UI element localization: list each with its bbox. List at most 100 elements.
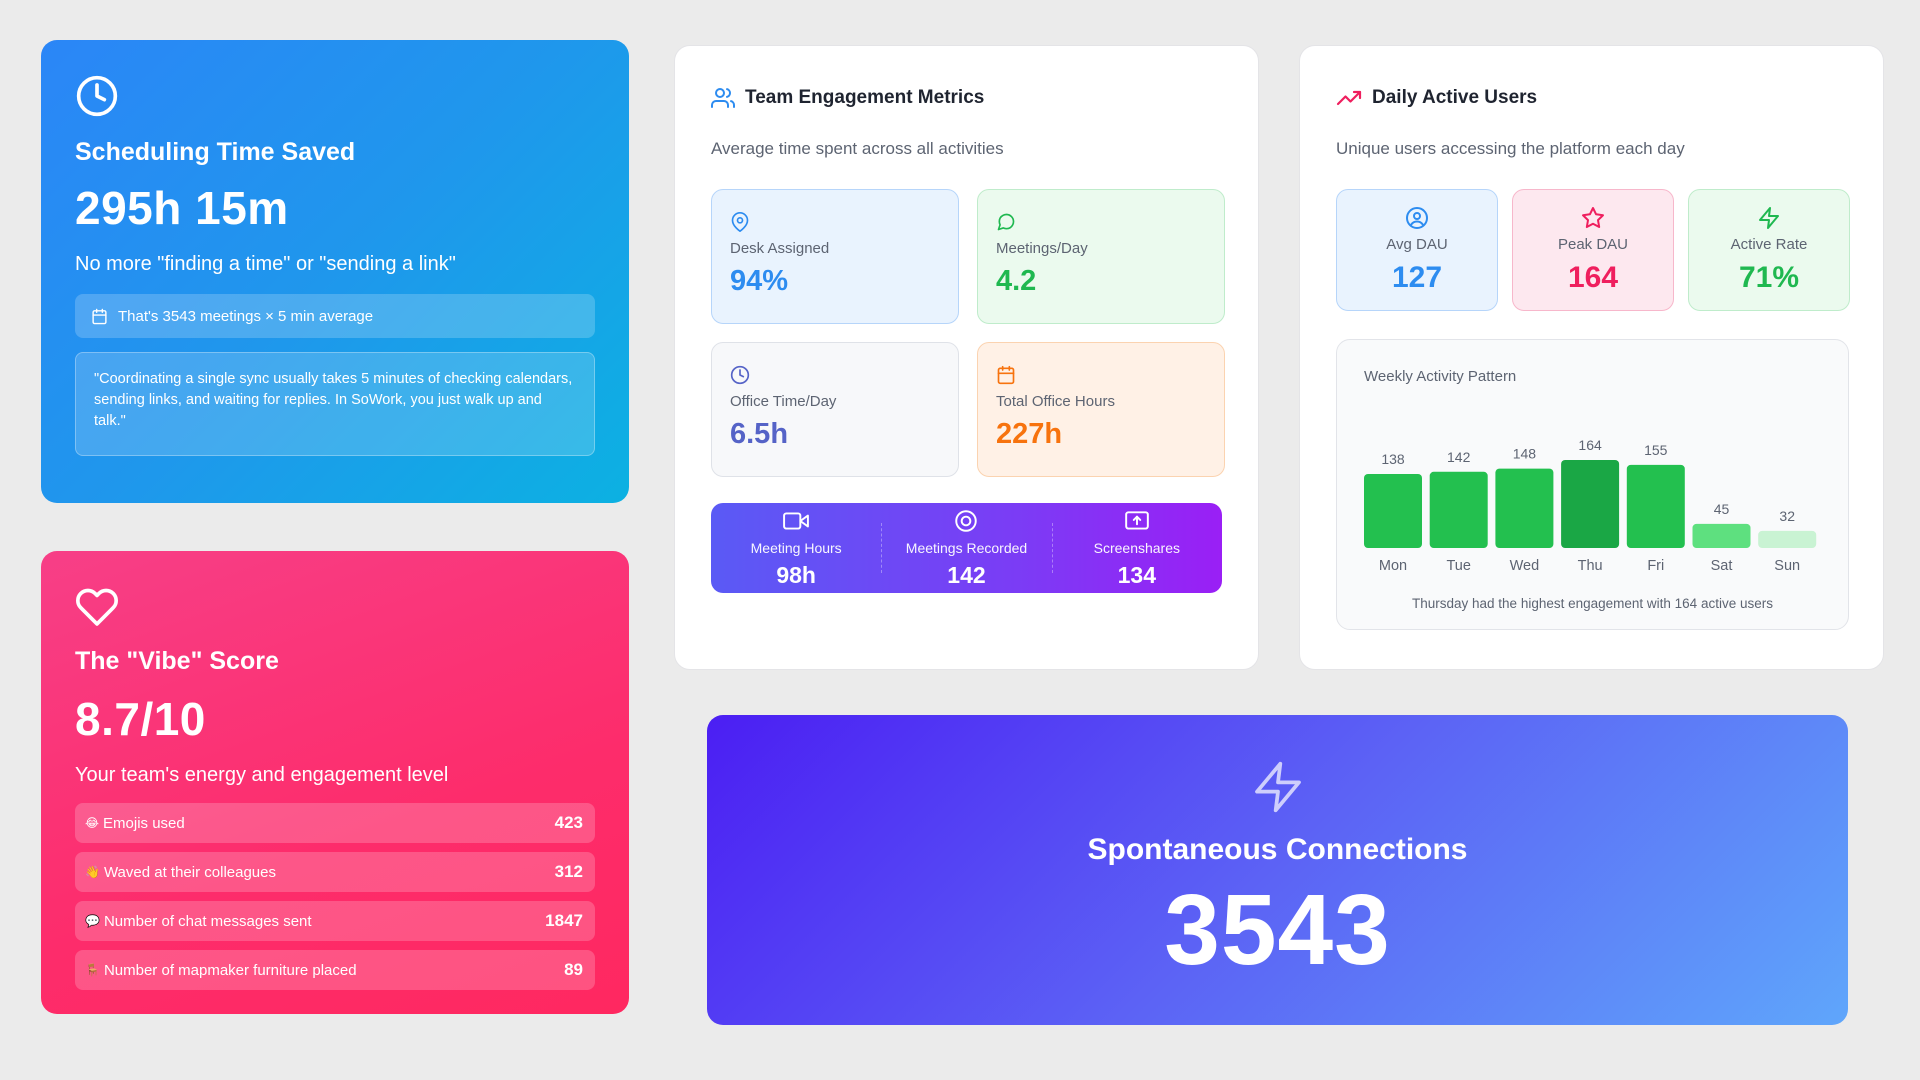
scheduling-time-saved-card: Scheduling Time Saved 295h 15m No more "… (41, 40, 629, 503)
list-item: 💬 Number of chat messages sent 1847 (75, 901, 595, 941)
chat-icon: 💬 (85, 914, 100, 928)
row-label: Number of chat messages sent (103, 912, 312, 930)
card-header: Team Engagement Metrics (711, 86, 1222, 110)
card-header: Daily Active Users (1336, 86, 1847, 110)
daily-active-users-card: Daily Active Users Unique users accessin… (1299, 45, 1884, 670)
lightning-icon (1254, 761, 1301, 813)
screen-share-icon (1125, 510, 1149, 530)
metric-label: Meetings/Day (996, 240, 1088, 257)
active-rate-tile: Active Rate 71% (1688, 189, 1850, 311)
screenshares-stat: Screenshares 134 (1051, 503, 1222, 593)
record-icon (955, 509, 978, 532)
chat-bubble-icon (997, 213, 1015, 231)
x-tick-label: Sat (1711, 558, 1733, 574)
card-title: Team Engagement Metrics (745, 87, 985, 108)
list-item: 🪑 Number of mapmaker furniture placed 89 (75, 950, 595, 990)
time-saved-value: 295h 15m (75, 182, 289, 234)
row-value: 312 (554, 862, 583, 881)
bar-value-label: 148 (1513, 446, 1537, 462)
meetings-calculation-pill: That's 3543 meetings × 5 min average (75, 294, 595, 338)
list-item: 😂 Emojis used 423 (75, 803, 595, 843)
card-subtitle: Your team's energy and engagement level (75, 764, 449, 786)
tile-value: 127 (1391, 260, 1443, 294)
x-tick-label: Wed (1510, 558, 1540, 574)
row-value: 1847 (545, 911, 583, 930)
tile-label: Peak DAU (1557, 235, 1629, 253)
stat-value: 134 (1117, 561, 1156, 588)
bar-value-label: 142 (1447, 449, 1471, 465)
peak-dau-tile: Peak DAU 164 (1512, 189, 1674, 311)
metric-value: 94% (730, 265, 789, 297)
metric-label: Office Time/Day (730, 393, 837, 410)
row-value: 89 (564, 960, 583, 979)
metrics-grid: Desk Assigned 94% Meetings/Day 4.2 Offic… (711, 189, 1225, 477)
video-camera-icon (783, 511, 810, 530)
chart-title: Weekly Activity Pattern (1364, 368, 1517, 385)
map-pin-icon (731, 212, 749, 232)
x-tick-label: Fri (1647, 558, 1664, 574)
total-office-hours-metric: Total Office Hours 227h (977, 342, 1225, 477)
tile-label: Active Rate (1730, 235, 1808, 253)
tile-value: 164 (1567, 260, 1619, 294)
bar-value-label: 155 (1644, 442, 1668, 458)
x-tick-label: Sun (1774, 558, 1800, 574)
metric-label: Desk Assigned (730, 240, 830, 257)
chair-icon: 🪑 (85, 963, 100, 977)
list-item: 👋 Waved at their colleagues 312 (75, 852, 595, 892)
bar-sun (1758, 530, 1817, 548)
user-circle-icon (1406, 206, 1428, 229)
team-engagement-card: Team Engagement Metrics Average time spe… (674, 45, 1259, 670)
card-subtitle: Unique users accessing the platform each… (1336, 139, 1685, 158)
card-title: Daily Active Users (1372, 87, 1538, 108)
calendar-icon (92, 308, 107, 324)
stat-value: 142 (947, 561, 986, 588)
row-label: Number of mapmaker furniture placed (103, 961, 357, 979)
bar-tue (1429, 471, 1488, 548)
card-title: Spontaneous Connections (1087, 833, 1468, 866)
meeting-summary-bar: Meeting Hours 98h Meetings Recorded 142 … (711, 503, 1222, 593)
bar-value-label: 164 (1578, 437, 1602, 453)
card-title: Scheduling Time Saved (75, 138, 356, 166)
bar-value-label: 45 (1714, 501, 1730, 517)
x-tick-label: Tue (1446, 558, 1470, 574)
avg-dau-tile: Avg DAU 127 (1336, 189, 1498, 311)
x-tick-label: Thu (1578, 558, 1603, 574)
connections-count: 3543 (1164, 874, 1391, 986)
metric-value: 227h (996, 418, 1063, 450)
vibe-stats-list: 😂 Emojis used 423 👋 Waved at their colleag… (75, 803, 595, 990)
vibe-score-value: 8.7/10 (75, 693, 206, 745)
dau-stats-grid: Avg DAU 127 Peak DAU 164 Active Rate 71% (1336, 189, 1850, 311)
office-time-metric: Office Time/Day 6.5h (711, 342, 959, 477)
card-subtitle: No more "finding a time" or "sending a l… (75, 253, 456, 275)
x-tick-label: Mon (1379, 558, 1407, 574)
bar-fri (1626, 464, 1685, 548)
stat-value: 98h (776, 561, 816, 588)
stat-label: Meetings Recorded (905, 539, 1028, 556)
stat-label: Screenshares (1093, 539, 1181, 556)
trending-up-icon (1336, 90, 1362, 106)
wave-icon: 👋 (85, 865, 100, 879)
metric-value: 6.5h (730, 418, 789, 450)
weekly-activity-chart: Weekly Activity Pattern 138 Mon 142 Tue 148 W… (1336, 339, 1849, 630)
vibe-score-card: The "Vibe" Score 8.7/10 Your team's ener… (41, 551, 629, 1014)
bar-mon (1364, 473, 1422, 548)
tile-value: 71% (1738, 260, 1800, 294)
pill-text: That's 3543 meetings × 5 min average (118, 307, 374, 325)
calendar-icon (997, 365, 1015, 385)
row-label: Emojis used (103, 814, 185, 832)
star-icon (1582, 206, 1604, 228)
row-value: 423 (554, 813, 583, 832)
lightning-icon (1759, 206, 1779, 229)
emoji-icon: 😂 (85, 816, 100, 830)
bar-wed (1495, 468, 1554, 548)
card-subtitle: Average time spent across all activities (711, 139, 1004, 158)
row-label: Waved at their colleagues (103, 863, 276, 881)
metric-label: Total Office Hours (996, 393, 1115, 410)
metric-value: 4.2 (996, 265, 1037, 297)
quote-box: "Coordinating a single sync usually take… (75, 352, 595, 456)
bar-sat (1692, 523, 1751, 548)
bar-value-label: 32 (1779, 508, 1795, 524)
meeting-hours-stat: Meeting Hours 98h (711, 503, 881, 593)
clock-icon (76, 75, 118, 117)
tile-label: Avg DAU (1386, 235, 1448, 253)
